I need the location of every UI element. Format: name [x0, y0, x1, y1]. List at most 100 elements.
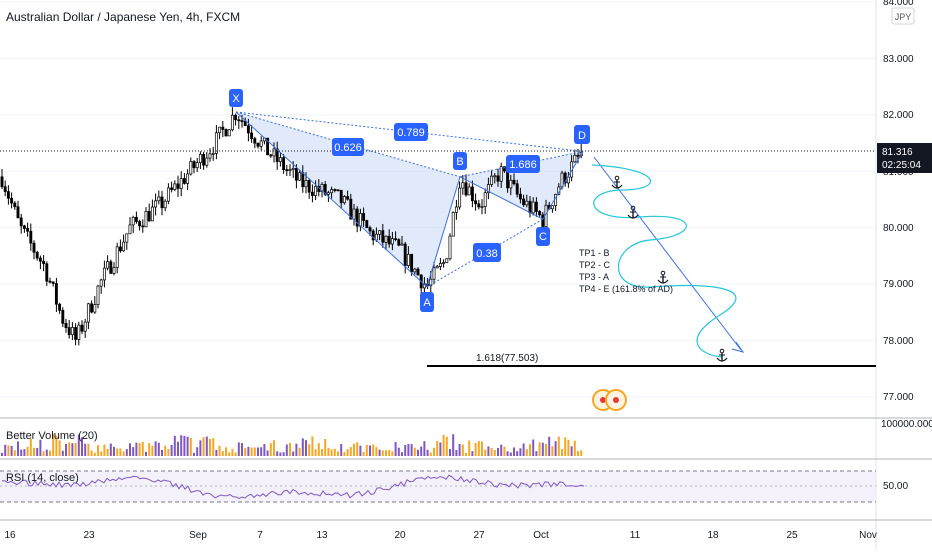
target-tp3: TP3 - A: [579, 272, 609, 282]
point-a-label: A: [423, 297, 431, 309]
volume-bar-148: [474, 442, 477, 456]
candle-body-135: [432, 267, 436, 280]
volume-bar-158: [506, 451, 509, 456]
candle-body-3: [10, 197, 14, 204]
volume-bar-118: [378, 449, 381, 456]
volume-bar-159: [509, 452, 512, 456]
candle-body-12: [38, 257, 42, 262]
volume-bar-48: [154, 441, 157, 456]
volume-bar-160: [513, 447, 515, 456]
candle-body-83: [266, 137, 270, 156]
time-label-27: 27: [473, 530, 485, 541]
candle-body-88: [282, 157, 286, 170]
candle-body-53: [170, 187, 174, 190]
volume-bar-63: [202, 437, 205, 456]
volume-bar-35: [113, 446, 115, 456]
point-x[interactable]: X: [229, 89, 243, 107]
target-tp2: TP2 - C: [579, 260, 611, 270]
candle-body-149: [477, 203, 481, 208]
candle-body-9: [29, 230, 33, 244]
volume-bar-64: [205, 436, 208, 456]
volume-bar-50: [161, 449, 163, 456]
candle-body-41: [131, 216, 135, 226]
point-b[interactable]: B: [453, 152, 467, 170]
volume-bar-147: [471, 451, 474, 456]
volume-bar-174: [557, 436, 560, 456]
candle-body-15: [48, 280, 52, 283]
candle-body-103: [330, 189, 334, 194]
volume-bar-171: [548, 436, 551, 456]
event-icons[interactable]: [592, 389, 627, 411]
candle-body-65: [208, 153, 212, 159]
time-label-25: 25: [786, 530, 798, 541]
candle-body-116: [371, 230, 375, 241]
candle-body-47: [150, 206, 154, 222]
candle-body-147: [470, 186, 474, 202]
point-c[interactable]: C: [536, 227, 550, 246]
currency-badge[interactable]: [891, 7, 915, 25]
candle-body-28: [90, 303, 94, 313]
volume-bar-141: [452, 434, 455, 456]
anchor-icon-tp2-arms: [627, 214, 639, 219]
volume-bar-136: [436, 441, 439, 456]
volume-bar-126: [404, 445, 407, 456]
volume-bar-122: [391, 451, 394, 456]
volume-bar-165: [529, 444, 531, 456]
candle-body-86: [275, 148, 279, 163]
volume-bar-21: [68, 442, 71, 456]
ratio-xd[interactable]: 0.789: [394, 123, 428, 141]
candle-body-69: [221, 126, 225, 130]
candle-body-151: [483, 192, 487, 207]
extension-label: 1.618(77.503): [476, 353, 538, 364]
price-label-84: 84.000: [883, 0, 914, 8]
candle-body-40: [128, 224, 132, 235]
volume-bar-37: [119, 448, 122, 456]
point-d[interactable]: D: [574, 125, 590, 144]
volume-bar-84: [269, 443, 272, 456]
candle-body-114: [365, 220, 369, 229]
candle-body-105: [336, 189, 340, 192]
candle-body-121: [387, 235, 391, 245]
volume-bar-92: [295, 443, 298, 456]
volume-bar-134: [429, 452, 432, 456]
volume-bar-57: [183, 435, 186, 456]
volume-bar-132: [423, 441, 426, 456]
ratio-bd[interactable]: 1.686: [506, 155, 540, 173]
volume-bar-172: [551, 446, 554, 456]
volume-bar-129: [413, 447, 416, 456]
volume-axis-label: 100000.000: [881, 419, 932, 430]
candle-body-24: [77, 324, 81, 340]
volume-bar-156: [500, 444, 503, 456]
candle-body-50: [160, 196, 164, 209]
volume-bar-19: [61, 450, 64, 456]
candle-body-138: [442, 262, 446, 264]
candle-body-19: [61, 310, 65, 324]
price-label-78: 78.000: [883, 336, 914, 347]
price-axis[interactable]: 84.000 83.000 82.000 81.000 80.000 79.00…: [883, 0, 914, 403]
candle-body-84: [269, 154, 273, 157]
candle-body-13: [42, 260, 46, 265]
point-a[interactable]: A: [420, 292, 434, 312]
candle-body-4: [13, 202, 17, 208]
candle-body-119: [381, 230, 385, 243]
candle-body-6: [19, 217, 23, 227]
volume-bar-8: [26, 446, 29, 456]
candle-body-159: [509, 179, 513, 189]
candle-body-158: [506, 170, 510, 189]
candle-body-26: [83, 321, 87, 332]
candle-body-136: [435, 266, 439, 269]
volume-bar-97: [311, 436, 314, 456]
candle-body-87: [278, 157, 282, 163]
candle-body-44: [141, 225, 145, 228]
candle-body-156: [499, 166, 503, 182]
ratio-xb[interactable]: 0.626: [332, 138, 364, 156]
candle-body-37: [118, 246, 122, 252]
ratio-ac[interactable]: 0.38: [473, 243, 501, 262]
time-axis[interactable]: 16 23 Sep 7 13 20 27 Oct 11 18 25 Nov: [4, 530, 876, 541]
pattern-leg-2: [459, 176, 544, 220]
rsi-axis-label: 50.00: [883, 481, 908, 492]
candle-body-31: [99, 279, 103, 287]
candle-body-111: [355, 208, 359, 227]
volume-bar-89: [285, 444, 288, 456]
